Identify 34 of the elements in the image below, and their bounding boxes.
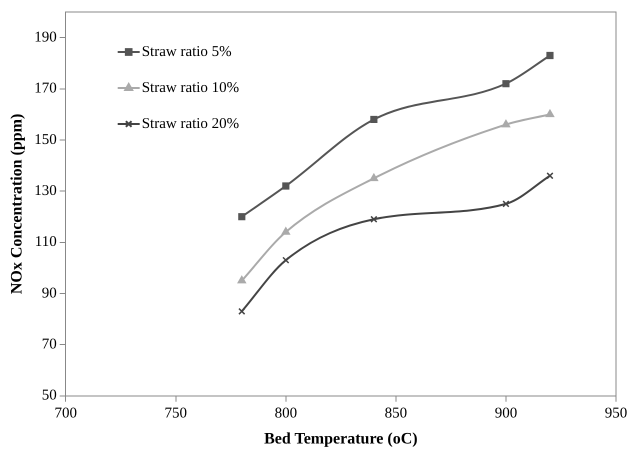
y-tick-label: 70 [42, 336, 57, 353]
point [238, 213, 246, 220]
y-tick-label: 130 [34, 183, 57, 200]
point [370, 216, 378, 223]
x-tick-label: 850 [384, 406, 408, 422]
legend-label: Straw ratio 20% [142, 116, 240, 132]
legend-label: Straw ratio 10% [142, 80, 240, 96]
point [546, 110, 554, 118]
point [546, 172, 554, 180]
point [546, 52, 554, 60]
point [502, 200, 510, 208]
x-tick-label: 950 [604, 406, 628, 422]
legend-label: Straw ratio 5% [142, 44, 232, 60]
point [238, 308, 246, 315]
point [502, 80, 510, 88]
y-tick-label: 150 [34, 132, 57, 148]
point [282, 227, 290, 235]
point [370, 174, 378, 182]
x-tick-label: 900 [494, 406, 518, 422]
point [502, 120, 510, 128]
point [282, 256, 290, 264]
y-tick-label: 110 [34, 234, 57, 250]
point [282, 182, 290, 190]
point [238, 276, 246, 284]
x-axis-title: Bed Temperature (oC) [264, 430, 418, 448]
point [370, 116, 378, 124]
y-axis-title: NOx Concentration (ppm) [8, 114, 26, 294]
x-tick-label: 750 [164, 406, 188, 422]
y-tick-label: 190 [34, 30, 57, 46]
y-tick-label: 50 [42, 388, 57, 404]
y-tick-label: 90 [42, 285, 57, 302]
x-tick-label: 800 [274, 406, 298, 422]
x-tick-label: 700 [54, 406, 77, 422]
y-tick-label: 170 [34, 80, 57, 97]
